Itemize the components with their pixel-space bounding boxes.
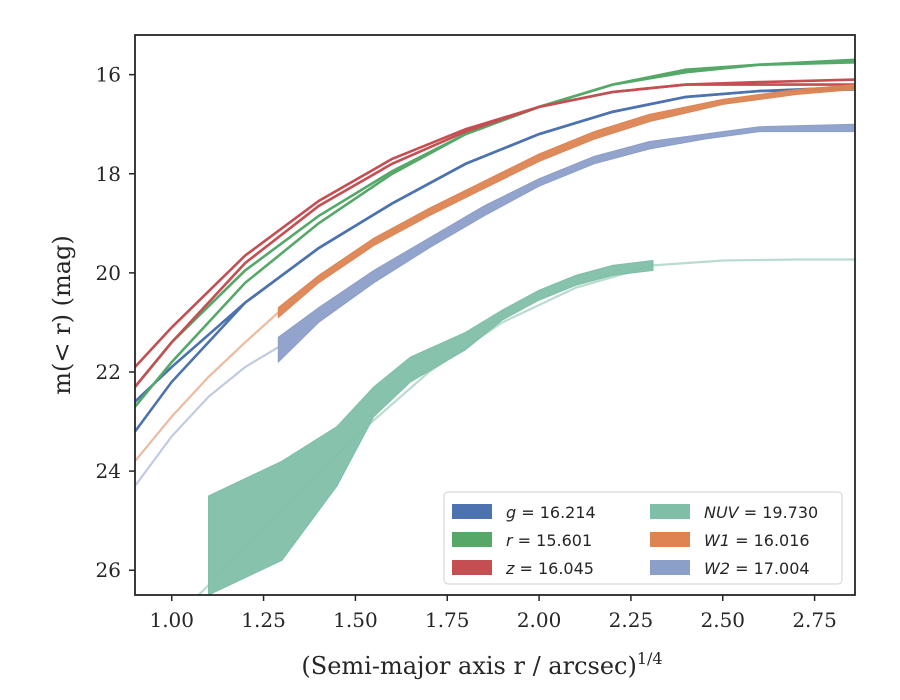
series-layer (135, 58, 855, 595)
x-tick-label: 1.50 (333, 608, 378, 632)
ticks-layer: 1.00 1.25 1.50 1.75 2.00 2.25 2.50 2.75 16 18 20 22… (96, 63, 837, 632)
x-axis-label-main: (Semi-major axis r / arcsec) (301, 652, 636, 680)
series-w1-band (277, 84, 855, 319)
legend-symbol-w2: W2 (704, 559, 730, 578)
legend-label-nuv: NUV = 19.730 (704, 503, 818, 522)
legend-label-g: g = 16.214 (506, 503, 596, 522)
y-tick-label: 24 (96, 459, 121, 483)
x-tick-label: 1.75 (425, 608, 470, 632)
legend-value-w1: = 16.016 (730, 531, 810, 550)
plot-frame (134, 34, 856, 596)
series-w2-band (277, 123, 855, 364)
series-z-line-2 (135, 78, 855, 368)
x-tick-label: 2.00 (517, 608, 562, 632)
legend-symbol-g: g (506, 503, 516, 522)
y-tick-label: 16 (96, 63, 121, 87)
x-tick-label: 2.75 (792, 608, 837, 632)
y-tick-label: 22 (96, 360, 121, 384)
legend-swatch-w2 (650, 560, 690, 575)
series-w2-extension-line (135, 346, 279, 487)
series-r-line-2 (135, 61, 855, 388)
legend-swatch-r (452, 532, 492, 547)
x-tick-label: 2.25 (609, 608, 654, 632)
legend-label-w2: W2 = 17.004 (704, 559, 810, 578)
legend-swatch-g (452, 504, 492, 519)
series-g-line-2 (135, 85, 855, 403)
legend-value-w2: = 17.004 (730, 559, 810, 578)
y-tick-label: 18 (96, 162, 121, 186)
legend-box (443, 491, 843, 585)
legend-swatch-w1 (650, 532, 690, 547)
legend-value-g: = 16.214 (516, 503, 596, 522)
series-nuv-band (208, 259, 654, 595)
legend-label-r: r = 15.601 (506, 531, 592, 550)
legend-value-nuv: = 19.730 (739, 503, 819, 522)
legend-swatch-z (452, 560, 492, 575)
legend-symbol-z: z (505, 559, 515, 578)
x-axis-label-exponent: 1/4 (637, 649, 663, 668)
legend-swatch-nuv (650, 504, 690, 519)
series-w1-extension-line (135, 311, 280, 462)
y-tick-label: 26 (96, 558, 121, 582)
x-tick-label: 1.00 (149, 608, 194, 632)
legend-value-z: = 16.045 (514, 559, 594, 578)
legend-symbol-w1: W1 (704, 531, 730, 550)
x-axis-label: (Semi-major axis r / arcsec)1/4 (301, 649, 662, 680)
legend-label-w1: W1 = 16.016 (704, 531, 810, 550)
x-tick-label: 1.25 (241, 608, 286, 632)
x-tick-label: 2.50 (700, 608, 745, 632)
legend-symbol-nuv: NUV (704, 503, 740, 522)
legend-symbol-r: r (506, 531, 514, 550)
legend-label-z: z = 16.045 (505, 559, 594, 578)
y-axis-label: m(< r) (mag) (48, 235, 76, 394)
y-tick-label: 20 (96, 261, 121, 285)
legend-value-r: = 15.601 (513, 531, 593, 550)
